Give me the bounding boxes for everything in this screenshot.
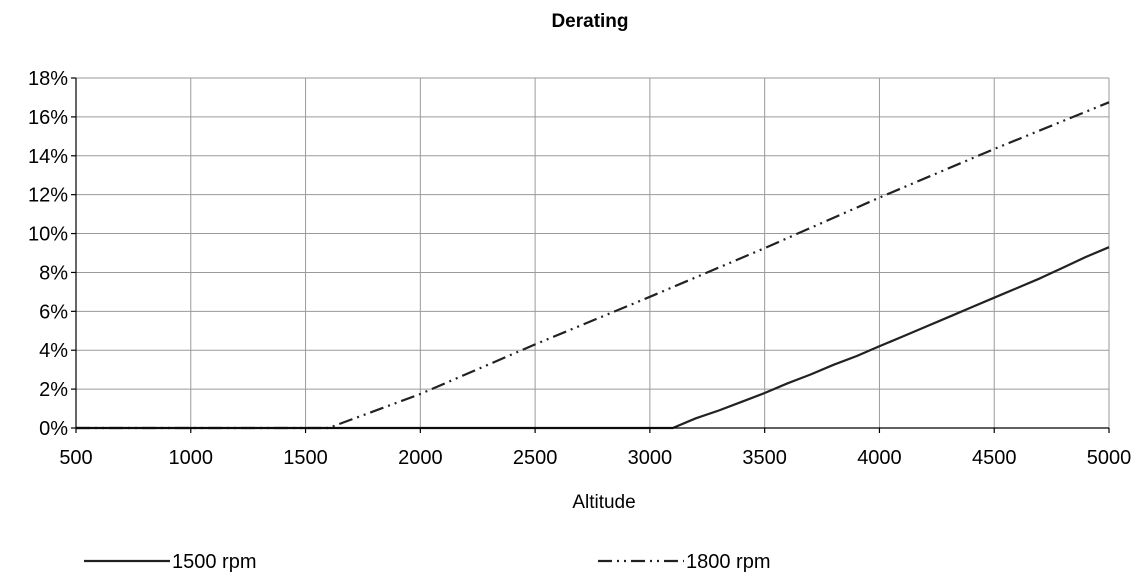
series-lines: [76, 101, 1110, 430]
y-tick-label: 16%: [28, 107, 68, 129]
x-tick-label: 1500: [283, 447, 328, 469]
y-tick-label: 18%: [28, 68, 68, 90]
x-tick-label: 500: [59, 447, 92, 469]
x-axis-label: Altitude: [572, 492, 635, 513]
legend-label-1: 1500 rpm: [172, 551, 257, 573]
tick-labels: 500 1000 1500 2000 2500 3000 3500 4000 4500 5000 0…: [28, 68, 1131, 469]
x-tick-label: 5000: [1087, 447, 1132, 469]
series-line-2: [76, 101, 1110, 430]
x-tick-label: 4000: [857, 447, 902, 469]
y-tick-label: 12%: [28, 185, 68, 207]
y-tick-label: 4%: [39, 340, 68, 362]
y-tick-label: 10%: [28, 224, 68, 246]
y-tick-label: 8%: [39, 262, 68, 284]
y-tick-label: 0%: [39, 418, 68, 440]
x-tick-label: 3000: [628, 447, 673, 469]
gridlines: [76, 77, 1110, 428]
y-tick-label: 6%: [39, 301, 68, 323]
y-tick-label: 2%: [39, 379, 68, 401]
x-tick-label: 3500: [742, 447, 787, 469]
legend-label-2: 1800 rpm: [686, 551, 771, 573]
x-tick-label: 1000: [169, 447, 214, 469]
x-tick-label: 4500: [972, 447, 1017, 469]
x-tick-label: 2500: [513, 447, 558, 469]
y-tick-label: 14%: [28, 146, 68, 168]
chart-title: Derating: [551, 11, 628, 32]
axes: [71, 77, 1110, 433]
x-tick-label: 2000: [398, 447, 443, 469]
legend: 1500 rpm 1800 rpm: [84, 551, 771, 573]
series-line-1: [76, 246, 1110, 430]
